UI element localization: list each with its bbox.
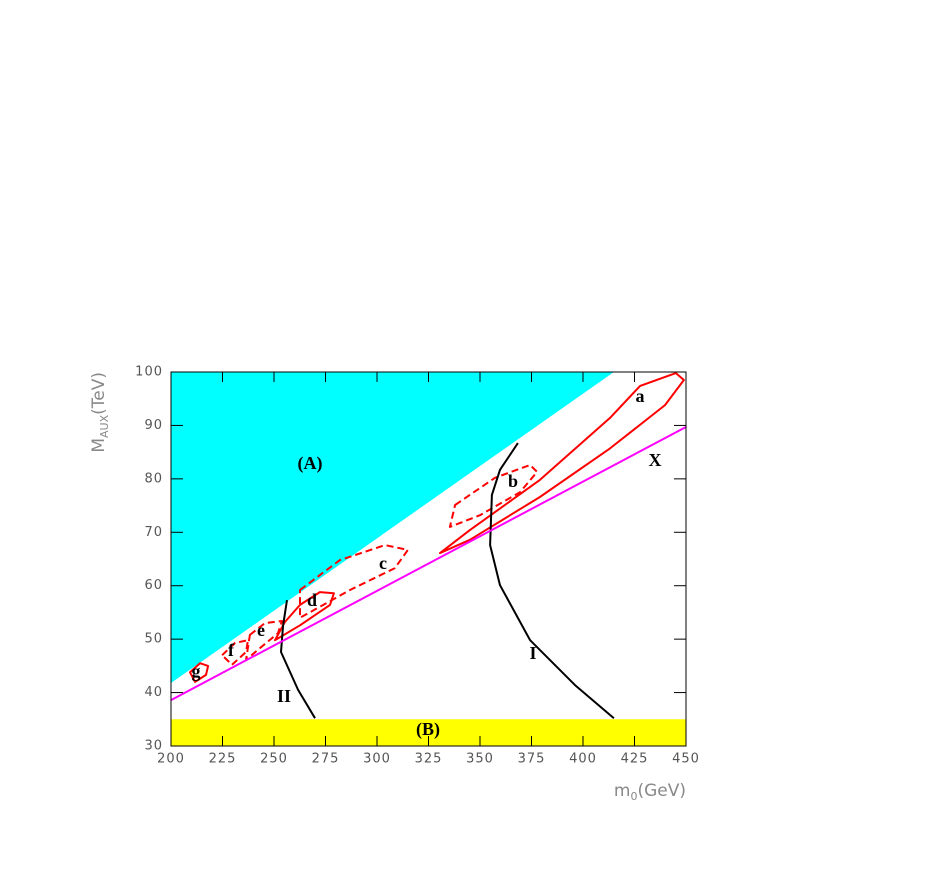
y-tick-label: 70 bbox=[144, 525, 163, 540]
contour bbox=[274, 591, 335, 642]
curve-label: I bbox=[529, 643, 536, 663]
curve-label: e bbox=[257, 620, 265, 640]
curve-label: c bbox=[379, 553, 387, 573]
contour bbox=[439, 372, 685, 555]
region bbox=[171, 372, 614, 683]
x-axis-label: m0(GeV) bbox=[614, 781, 686, 803]
curve-label: g bbox=[192, 661, 201, 681]
x-tick-label: 350 bbox=[466, 752, 494, 767]
curve-label: X bbox=[649, 450, 662, 470]
y-tick-label: 60 bbox=[144, 578, 163, 593]
region-label: (B) bbox=[416, 719, 440, 740]
x-tick-label: 200 bbox=[157, 752, 185, 767]
y-label-unit: (TeV) bbox=[89, 372, 109, 415]
region-label: (A) bbox=[298, 453, 323, 474]
y-axis-label: MAUX(TeV) bbox=[89, 372, 111, 453]
x-tick-label: 400 bbox=[569, 752, 597, 767]
x-tick-label: 375 bbox=[518, 752, 546, 767]
curve-label: II bbox=[277, 686, 291, 706]
region bbox=[171, 719, 686, 746]
y-tick-label: 30 bbox=[144, 739, 163, 754]
contour bbox=[280, 599, 316, 719]
y-tick-label: 100 bbox=[135, 365, 163, 380]
contour bbox=[189, 662, 210, 683]
y-label-sub: AUX bbox=[98, 414, 111, 438]
x-tick-label: 450 bbox=[672, 752, 700, 767]
curve-label: f bbox=[228, 640, 235, 660]
x-tick-label: 250 bbox=[260, 752, 288, 767]
y-tick-label: 50 bbox=[144, 632, 163, 647]
plot-area bbox=[171, 372, 686, 746]
curve-label: b bbox=[508, 471, 518, 491]
contour bbox=[171, 426, 686, 701]
x-tick-label: 225 bbox=[209, 752, 237, 767]
curve-label: d bbox=[307, 590, 317, 610]
x-label-main: m bbox=[614, 781, 631, 801]
x-tick-label: 300 bbox=[363, 752, 391, 767]
contour bbox=[221, 639, 249, 666]
x-label-sub: 0 bbox=[630, 790, 637, 803]
x-label-unit: (GeV) bbox=[637, 781, 686, 801]
contour bbox=[489, 442, 615, 719]
x-tick-label: 425 bbox=[621, 752, 649, 767]
x-tick-label: 325 bbox=[415, 752, 443, 767]
y-tick-label: 90 bbox=[144, 418, 163, 433]
y-label-main: M bbox=[89, 438, 109, 453]
y-tick-label: 80 bbox=[144, 471, 163, 486]
curve-label: a bbox=[636, 386, 645, 406]
contour bbox=[299, 544, 409, 619]
x-tick-label: 275 bbox=[312, 752, 340, 767]
y-tick-label: 40 bbox=[144, 685, 163, 700]
